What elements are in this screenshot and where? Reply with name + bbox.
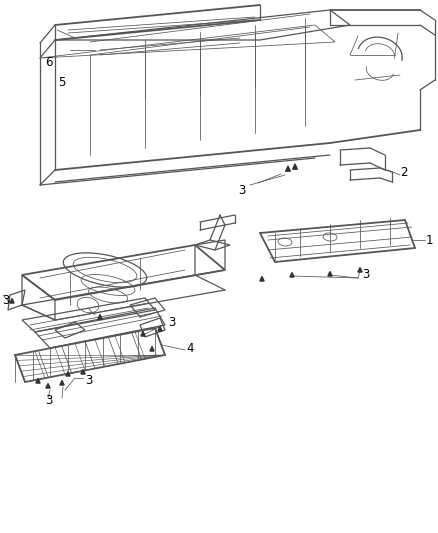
Polygon shape [286, 166, 290, 171]
Text: 1: 1 [426, 233, 434, 246]
Polygon shape [98, 314, 102, 319]
Text: 3: 3 [238, 183, 245, 197]
Polygon shape [141, 332, 145, 336]
Polygon shape [10, 298, 14, 303]
Text: 4: 4 [186, 342, 194, 354]
Polygon shape [150, 346, 154, 351]
Polygon shape [158, 327, 162, 331]
Text: 3: 3 [362, 269, 369, 281]
Polygon shape [293, 164, 297, 169]
Polygon shape [60, 381, 64, 385]
Polygon shape [328, 271, 332, 276]
Text: 2: 2 [400, 166, 407, 179]
Polygon shape [260, 277, 264, 281]
Polygon shape [46, 384, 50, 388]
Text: 3: 3 [45, 393, 53, 407]
Text: 6: 6 [45, 56, 53, 69]
Text: 3: 3 [168, 317, 175, 329]
Polygon shape [290, 272, 294, 277]
Polygon shape [36, 378, 40, 383]
Text: 3: 3 [2, 294, 9, 306]
Polygon shape [66, 372, 70, 376]
Text: 3: 3 [85, 374, 92, 386]
Text: 5: 5 [58, 77, 65, 90]
Polygon shape [358, 268, 362, 272]
Polygon shape [81, 369, 85, 374]
